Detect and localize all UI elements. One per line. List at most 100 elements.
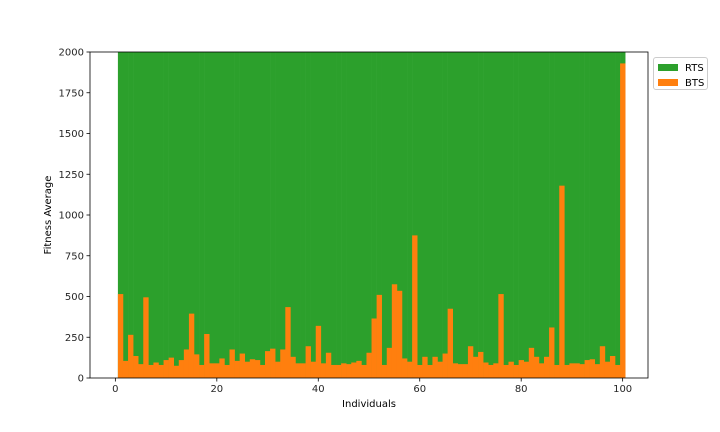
- bar-rts: [325, 52, 332, 378]
- bar-rts: [168, 52, 174, 378]
- bar-bts: [538, 363, 545, 378]
- bar-bts: [518, 360, 525, 378]
- bar-rts: [437, 52, 443, 378]
- bar-bts: [193, 354, 200, 378]
- bar-bts: [564, 364, 570, 378]
- bar-rts: [265, 52, 271, 378]
- bar-bts: [158, 364, 164, 378]
- bar-bts: [138, 364, 144, 378]
- bar-rts: [285, 52, 291, 378]
- y-tick-label: 750: [65, 251, 84, 262]
- legend: RTS BTS: [653, 57, 708, 90]
- bar-rts: [538, 52, 545, 378]
- bar-rts: [549, 52, 555, 378]
- bar-rts: [371, 52, 377, 378]
- bar-bts: [574, 363, 580, 378]
- plot-area: [117, 52, 626, 379]
- bar-bts: [204, 333, 210, 378]
- bar-rts: [396, 52, 403, 378]
- bar-rts: [381, 52, 388, 378]
- bar-rts: [544, 52, 550, 378]
- x-tick-label: 0: [112, 384, 118, 395]
- bar-rts: [300, 52, 306, 378]
- bar-rts: [188, 52, 195, 378]
- bar-bts: [117, 294, 124, 378]
- bar-rts: [204, 52, 210, 378]
- bar-rts: [447, 52, 453, 378]
- bar-rts: [209, 52, 215, 378]
- bar-bts: [386, 347, 393, 378]
- bar-rts: [579, 52, 585, 378]
- bar-bts: [589, 359, 596, 378]
- bar-bts: [498, 294, 504, 378]
- bar-bts: [366, 352, 372, 378]
- bar-rts: [432, 52, 438, 378]
- bar-rts: [483, 52, 489, 378]
- bar-rts: [346, 52, 352, 378]
- bar-rts: [249, 52, 256, 378]
- bar-bts: [254, 360, 261, 378]
- bar-rts: [513, 52, 519, 378]
- bar-bts: [300, 363, 306, 378]
- bar-bts: [330, 364, 337, 378]
- y-tick-label: 2000: [59, 48, 84, 59]
- bar-rts: [270, 52, 276, 378]
- bar-bts: [483, 362, 489, 378]
- bar-bts: [290, 356, 296, 378]
- bar-bts: [128, 334, 134, 378]
- bar-rts: [472, 52, 479, 378]
- bar-bts: [544, 356, 550, 378]
- bar-bts: [554, 364, 560, 378]
- bar-bts: [143, 297, 149, 378]
- bar-bts: [305, 346, 311, 378]
- bar-bts: [478, 351, 484, 378]
- bar-rts: [259, 52, 266, 378]
- bar-rts: [254, 52, 261, 378]
- bar-bts: [584, 360, 590, 378]
- bar-rts: [457, 52, 464, 378]
- bar-rts: [401, 52, 408, 378]
- legend-label-rts: RTS: [685, 63, 704, 74]
- bar-rts: [523, 52, 530, 378]
- bar-rts: [442, 52, 448, 378]
- bar-rts: [599, 52, 606, 378]
- bar-bts: [163, 360, 169, 378]
- bar-rts: [305, 52, 311, 378]
- y-tick-label: 1500: [59, 129, 84, 140]
- bar-rts: [219, 52, 225, 378]
- bar-bts: [407, 361, 413, 378]
- bar-rts: [336, 52, 342, 378]
- bar-bts: [270, 348, 276, 378]
- bar-bts: [508, 361, 514, 378]
- bar-bts: [280, 349, 286, 378]
- bar-bts: [336, 364, 342, 378]
- bar-rts: [376, 52, 382, 378]
- bar-rts: [594, 52, 601, 378]
- bar-bts: [488, 364, 494, 378]
- bar-bts: [493, 363, 499, 378]
- bar-bts: [341, 363, 347, 378]
- bar-bts: [214, 363, 220, 378]
- x-tick-label: 60: [413, 384, 426, 395]
- x-tick-label: 40: [312, 384, 325, 395]
- bar-rts: [574, 52, 580, 378]
- bar-bts: [452, 363, 459, 378]
- bar-bts: [173, 365, 180, 378]
- bar-bts: [432, 356, 438, 378]
- x-axis: 0 20 40 60 80 100: [112, 378, 632, 395]
- bar-bts: [244, 361, 251, 378]
- y-tick-label: 1250: [59, 170, 84, 181]
- bar-bts: [265, 351, 271, 378]
- bar-bts: [315, 325, 322, 378]
- bar-bts: [325, 352, 332, 378]
- legend-swatch-rts: [658, 64, 678, 71]
- bar-bts: [528, 347, 535, 378]
- bar-rts: [609, 52, 616, 378]
- bar-bts: [285, 307, 291, 378]
- bar-rts: [224, 52, 230, 378]
- bar-bts: [437, 361, 443, 378]
- bar-rts: [589, 52, 596, 378]
- bar-bts: [447, 308, 453, 378]
- bar-bts: [275, 361, 281, 378]
- y-tick-label: 1750: [59, 88, 84, 99]
